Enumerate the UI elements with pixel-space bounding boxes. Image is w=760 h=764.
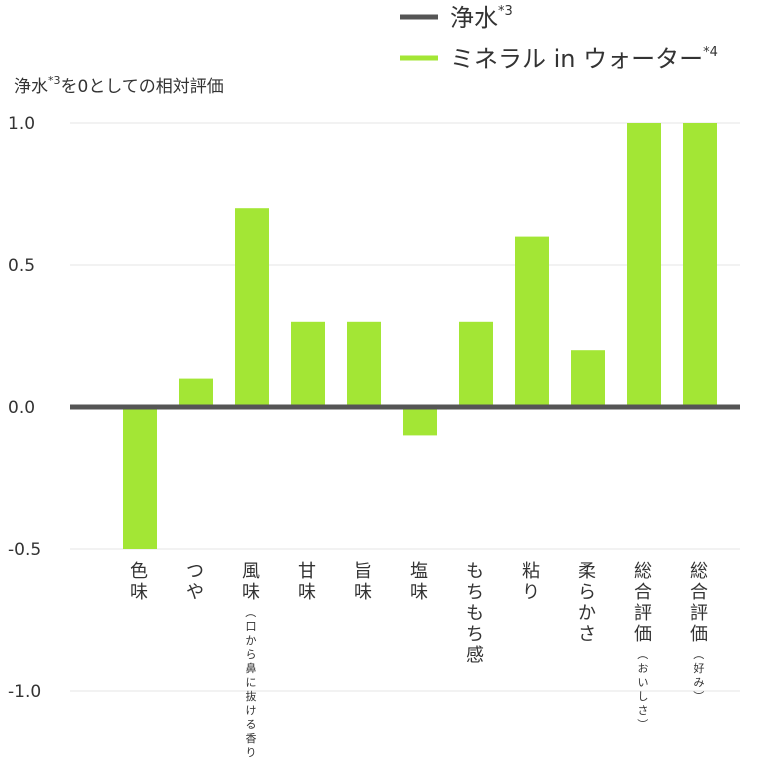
x-sublabel-char: け bbox=[246, 704, 257, 717]
x-label-char: も bbox=[466, 603, 484, 624]
bar bbox=[347, 321, 381, 407]
x-sublabel-char: り bbox=[246, 746, 257, 759]
x-label-char: 塩 bbox=[410, 561, 428, 582]
x-label-char: 合 bbox=[634, 582, 652, 603]
x-label-char: 風 bbox=[242, 561, 260, 582]
x-label-char: 味 bbox=[354, 582, 372, 603]
x-sublabel-char: 鼻 bbox=[246, 661, 257, 675]
x-label-char: か bbox=[578, 603, 596, 624]
x-label-char: 味 bbox=[130, 582, 148, 603]
x-label-char: 粘 bbox=[522, 561, 540, 582]
x-label-char: 感 bbox=[466, 645, 484, 666]
x-sublabel-char: 口 bbox=[246, 620, 257, 633]
x-category-label: 粘り bbox=[522, 561, 540, 603]
x-sublabel-char: お bbox=[638, 662, 649, 675]
x-label-char: 評 bbox=[690, 603, 708, 624]
x-category-label: 甘味 bbox=[298, 561, 316, 603]
y-tick-label: 1.0 bbox=[8, 114, 35, 134]
bar bbox=[571, 350, 605, 407]
x-category-label: 塩味 bbox=[410, 561, 428, 603]
bar bbox=[235, 208, 269, 407]
x-category-label: 旨味 bbox=[354, 561, 372, 603]
bar bbox=[179, 378, 213, 407]
x-category-label: 色味 bbox=[130, 561, 148, 603]
x-sublabel-char: 好 bbox=[694, 661, 705, 675]
x-label-char: 味 bbox=[242, 582, 260, 603]
x-category-label: つや bbox=[186, 561, 204, 603]
legend-label: 浄水*3 bbox=[450, 4, 513, 32]
bar bbox=[459, 321, 493, 407]
x-sublabel-char: （ bbox=[636, 649, 649, 660]
y-tick-label: -0.5 bbox=[8, 540, 41, 560]
x-sublabel-char: 香 bbox=[246, 732, 257, 745]
legend-item: 浄水*3 bbox=[400, 4, 513, 32]
x-category-labels: 色味つや風味（口から鼻に抜ける香り）甘味旨味塩味もちもち感粘り柔らかさ総合評価（… bbox=[130, 561, 708, 764]
x-sublabel-char: （ bbox=[244, 607, 257, 618]
x-label-char: 甘 bbox=[298, 561, 316, 582]
x-label-char: 価 bbox=[690, 624, 708, 645]
x-label-char: 評 bbox=[634, 603, 652, 624]
legend: 浄水*3 ミネラル in ウォーター*4 bbox=[400, 4, 718, 73]
x-sublabel-char: （ bbox=[692, 649, 705, 660]
x-label-char: ち bbox=[466, 582, 484, 603]
x-label-char: 味 bbox=[410, 582, 428, 603]
x-label-char: 総 bbox=[690, 561, 708, 582]
x-label-char: 価 bbox=[634, 624, 652, 645]
bar bbox=[291, 321, 325, 407]
x-label-char: や bbox=[186, 582, 204, 603]
y-tick-label: 0.0 bbox=[8, 398, 35, 418]
bar bbox=[627, 123, 661, 407]
x-label-char: 色 bbox=[130, 561, 148, 582]
y-tick-label: -1.0 bbox=[8, 682, 41, 702]
x-sublabel-char: に bbox=[246, 676, 257, 689]
x-sublabel-char: し bbox=[638, 690, 649, 703]
x-label-char: 柔 bbox=[578, 561, 596, 582]
x-label-char: さ bbox=[578, 624, 596, 645]
x-sublabel-char: ら bbox=[246, 648, 257, 661]
x-label-char: 味 bbox=[298, 582, 316, 603]
x-label-char: ち bbox=[466, 624, 484, 645]
x-label-char: 旨 bbox=[354, 561, 372, 582]
x-label-char: 合 bbox=[690, 582, 708, 603]
legend-label: ミネラル in ウォーター*4 bbox=[450, 45, 718, 73]
x-sublabel-char: 抜 bbox=[246, 689, 257, 703]
bar bbox=[515, 236, 549, 407]
legend-item: ミネラル in ウォーター*4 bbox=[400, 45, 718, 73]
bar-layer bbox=[123, 123, 717, 549]
x-sublabel-char: か bbox=[246, 634, 257, 647]
y-axis-label: 浄水*3を0としての相対評価 bbox=[14, 74, 224, 97]
x-sublabel-char: い bbox=[638, 676, 649, 689]
x-sublabel-char: み bbox=[694, 676, 705, 689]
y-tick-labels: 1.0 0.5 0.0 -0.5 -1.0 bbox=[8, 114, 41, 702]
x-sublabel-char: ） bbox=[636, 719, 649, 730]
x-sublabel-char: さ bbox=[638, 704, 649, 717]
x-label-char: も bbox=[466, 561, 484, 582]
bar bbox=[403, 407, 437, 436]
x-label-char: つ bbox=[186, 561, 204, 582]
bar bbox=[683, 123, 717, 407]
x-label-char: ら bbox=[578, 582, 596, 603]
x-label-char: り bbox=[522, 582, 540, 603]
x-sublabel-char: る bbox=[246, 718, 257, 731]
y-tick-label: 0.5 bbox=[8, 256, 35, 276]
y-axis-label-group: 浄水*3を0としての相対評価 bbox=[14, 74, 224, 97]
x-label-char: 総 bbox=[634, 561, 652, 582]
bar bbox=[123, 407, 157, 549]
x-sublabel-char: ） bbox=[692, 691, 705, 702]
